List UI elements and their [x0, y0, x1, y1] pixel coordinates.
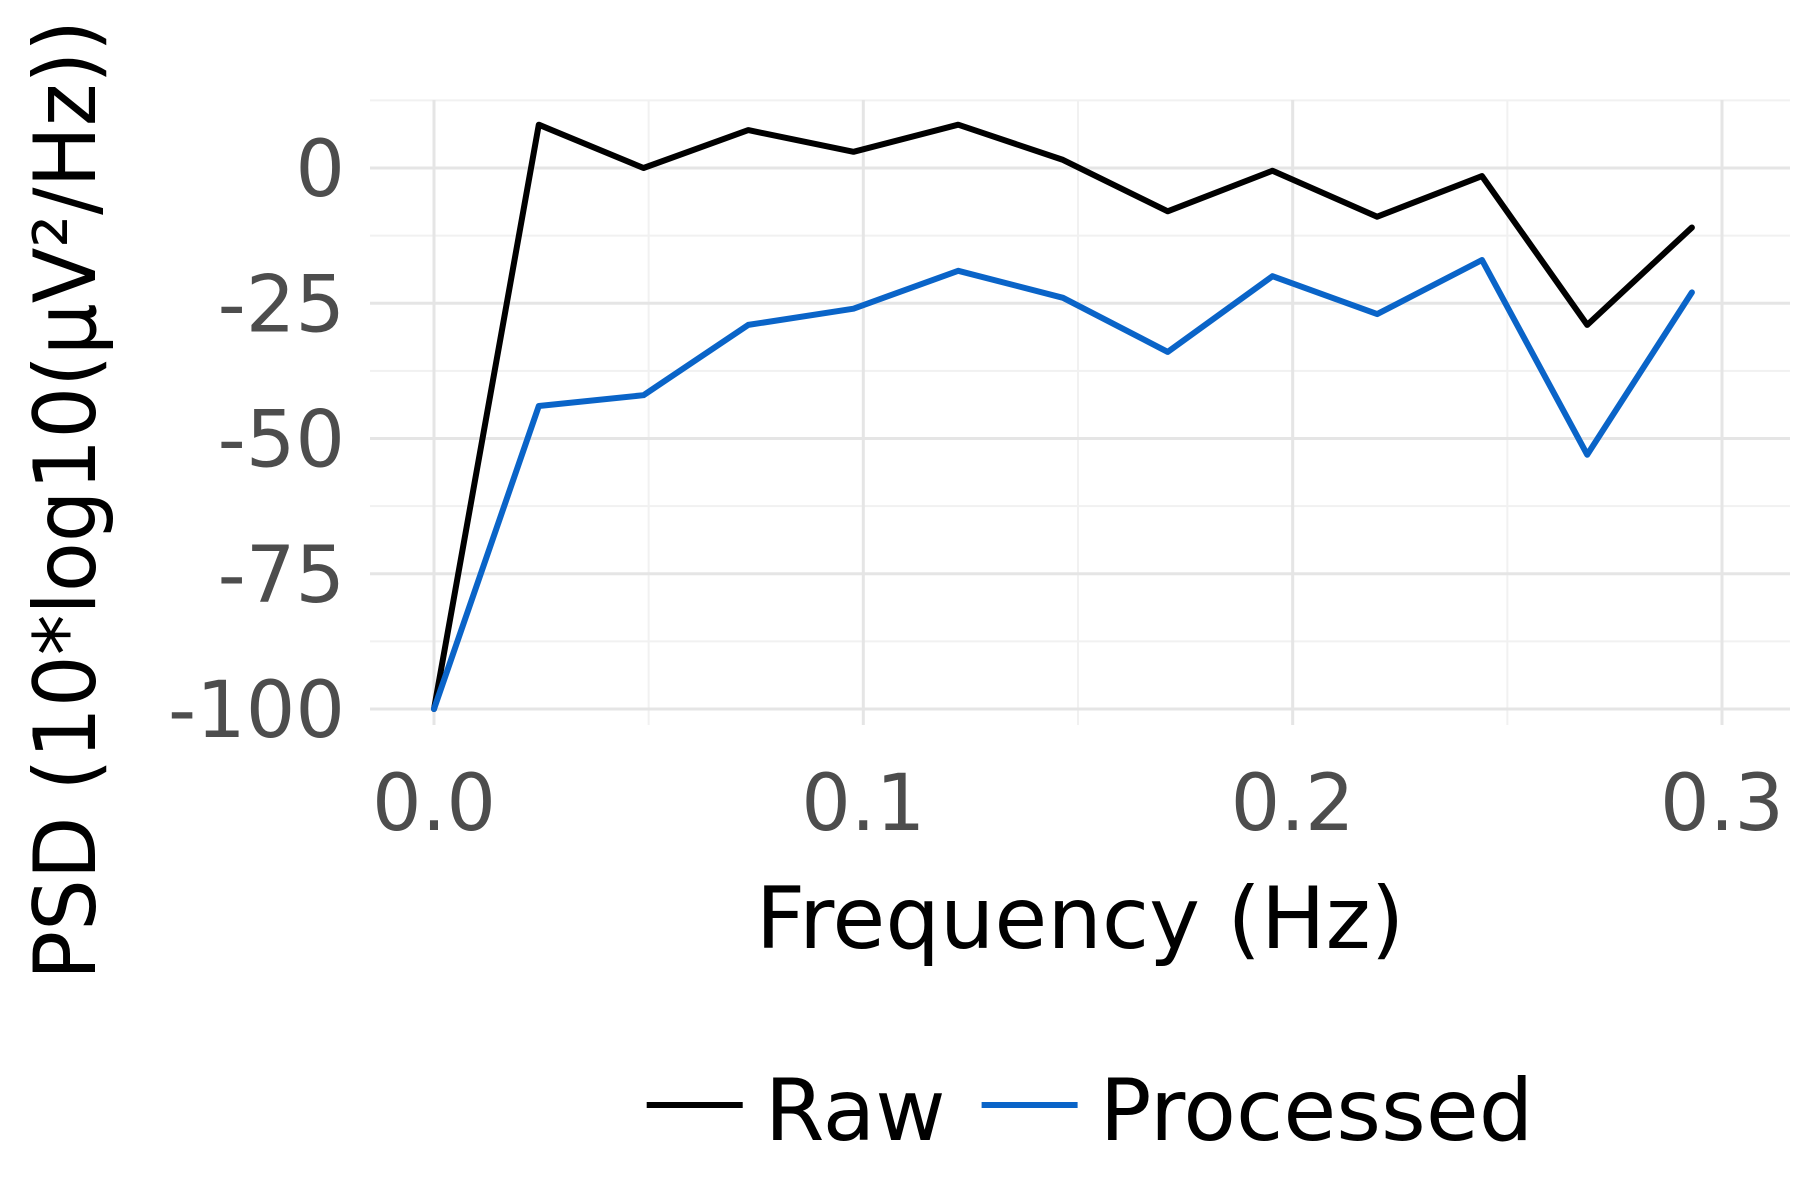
y-tick-label: -100 [168, 666, 345, 756]
series-lines [431, 121, 1695, 712]
legend: Raw Processed [646, 1061, 1534, 1161]
x-axis-title: Frequency (Hz) [756, 869, 1405, 969]
y-tick-label: -50 [218, 396, 345, 486]
legend-item-raw: Raw [646, 1061, 946, 1161]
y-tick-label: -75 [218, 531, 345, 621]
legend-item-processed: Processed [981, 1061, 1534, 1161]
x-tick-labels: 0.0 0.1 0.2 0.3 [372, 759, 1784, 849]
y-axis-title: PSD (10*log10(µV²/Hz)) [16, 20, 116, 980]
minor-gridlines [370, 99, 1790, 725]
x-tick-label: 0.3 [1660, 759, 1784, 849]
y-tick-label: 0 [295, 125, 345, 215]
series-line-raw [431, 121, 1695, 712]
x-tick-label: 0.2 [1231, 759, 1355, 849]
y-tick-label: -25 [218, 260, 345, 350]
legend-label: Raw [765, 1061, 946, 1161]
series-line-processed [431, 257, 1695, 712]
y-tick-labels: 0 -25 -50 -75 -100 [168, 125, 345, 756]
x-tick-label: 0.0 [372, 759, 496, 849]
major-gridlines [370, 100, 1790, 725]
legend-label: Processed [1100, 1061, 1534, 1161]
x-tick-label: 0.1 [801, 759, 925, 849]
